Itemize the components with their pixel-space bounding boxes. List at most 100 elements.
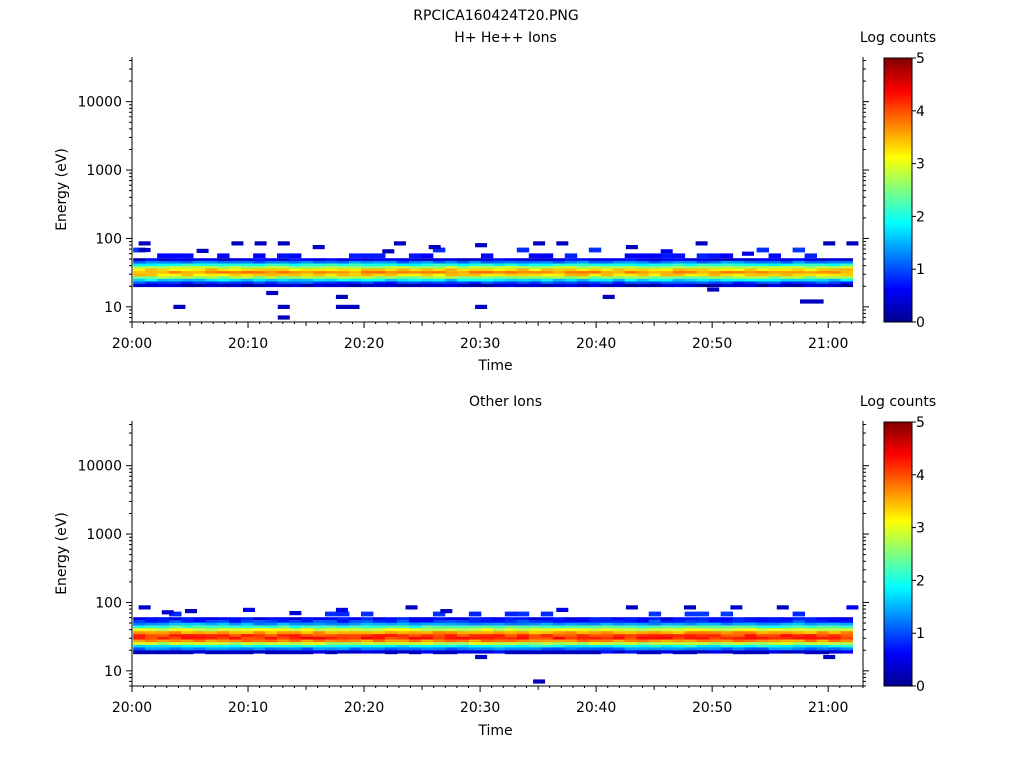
heatmap-cell <box>708 642 722 646</box>
heatmap-cell <box>229 617 242 621</box>
heatmap-cell <box>624 273 638 277</box>
heatmap-cell <box>396 260 410 264</box>
sparse-point <box>266 290 279 296</box>
heatmap-cell <box>241 651 254 655</box>
heatmap-cell <box>373 253 386 259</box>
heatmap-cell <box>588 276 602 280</box>
heatmap-cell <box>396 268 410 272</box>
heatmap-cell <box>313 625 326 629</box>
heatmap-cell <box>684 266 698 269</box>
heatmap-cell <box>552 628 566 632</box>
heatmap-cell <box>840 278 853 282</box>
colorbar-tick-label: 0 <box>916 315 925 331</box>
heatmap-cell <box>169 253 182 259</box>
heatmap-cell <box>504 258 518 262</box>
heatmap-cell <box>265 284 278 288</box>
heatmap-cell <box>265 276 278 280</box>
heatmap-cell <box>313 271 326 275</box>
heatmap-cell <box>169 263 182 267</box>
heatmap-cell <box>696 268 710 272</box>
sparse-point <box>684 605 696 610</box>
heatmap-cell <box>157 258 170 262</box>
heatmap-cell <box>732 263 746 267</box>
heatmap-cell <box>540 253 554 259</box>
heatmap-cell <box>456 276 470 280</box>
heatmap-cell <box>540 611 554 617</box>
heatmap-cell <box>193 260 206 264</box>
heatmap-cell <box>516 622 530 626</box>
heatmap-cell <box>301 266 314 269</box>
heatmap-cell <box>528 636 542 640</box>
heatmap-cell <box>624 647 638 651</box>
heatmap-cell <box>540 642 554 646</box>
heatmap-cell <box>217 631 230 635</box>
heatmap-cell <box>361 258 374 262</box>
heatmap-cell <box>528 622 542 626</box>
heatmap-cell <box>804 263 817 267</box>
heatmap-cell <box>492 639 506 643</box>
heatmap-cell <box>420 625 434 629</box>
heatmap-cell <box>792 631 805 635</box>
heatmap-cell <box>684 617 698 621</box>
heatmap-cell <box>444 625 458 629</box>
heatmap-cell <box>624 284 638 288</box>
heatmap-cell <box>420 260 434 264</box>
heatmap-cell <box>277 281 290 285</box>
heatmap-cell <box>756 260 769 264</box>
heatmap-cell <box>696 258 710 262</box>
heatmap-cell <box>504 266 518 269</box>
heatmap-cell <box>516 260 530 264</box>
heatmap-cell <box>756 639 769 643</box>
colorbar-tick-label: 3 <box>916 157 925 173</box>
heatmap-cell <box>552 281 566 285</box>
heatmap-cell <box>564 276 578 280</box>
heatmap-cell <box>672 628 686 632</box>
heatmap-cell <box>217 628 230 632</box>
heatmap-cell <box>384 651 398 655</box>
heatmap-cell <box>780 281 793 285</box>
heatmap-cell <box>660 284 674 288</box>
heatmap-cell <box>432 271 446 275</box>
heatmap-cell <box>384 278 398 282</box>
heatmap-cell <box>205 284 218 288</box>
y-tick-label: 10000 <box>77 95 122 111</box>
heatmap-cell <box>145 647 158 651</box>
heatmap-cell <box>552 258 566 262</box>
heatmap-cell <box>241 284 254 288</box>
heatmap-cell <box>349 650 362 654</box>
heatmap-cell <box>408 263 422 267</box>
heatmap-cell <box>468 650 482 654</box>
heatmap-cell <box>468 622 482 626</box>
heatmap-cell <box>444 620 458 624</box>
heatmap-cell <box>169 622 182 626</box>
heatmap-cell <box>277 644 290 648</box>
heatmap-cell <box>265 639 278 643</box>
heatmap-cell <box>396 622 410 626</box>
heatmap-cell <box>289 620 302 624</box>
heatmap-cell <box>600 278 614 282</box>
heatmap-cell <box>672 644 686 648</box>
heatmap-cell <box>181 617 194 623</box>
x-tick-label: 20:40 <box>576 700 616 716</box>
heatmap-cell <box>492 628 506 632</box>
heatmap-cell <box>396 647 410 651</box>
heatmap-cell <box>193 278 206 282</box>
heatmap-cell <box>648 651 662 655</box>
heatmap-cell <box>624 617 638 623</box>
heatmap-cell <box>552 284 566 288</box>
heatmap-cell <box>540 268 554 272</box>
heatmap-cell <box>265 620 278 624</box>
heatmap-cell <box>480 642 494 646</box>
heatmap-cell <box>732 631 746 635</box>
heatmap-cell <box>396 650 410 654</box>
heatmap-cell <box>181 276 194 280</box>
sparse-point <box>138 605 151 610</box>
heatmap-cell <box>780 266 793 269</box>
heatmap-cell <box>169 647 182 651</box>
heatmap-cell <box>337 278 350 282</box>
heatmap-cell <box>660 639 674 643</box>
heatmap-cell <box>552 260 566 264</box>
heatmap-cell <box>816 278 829 282</box>
heatmap-cell <box>516 271 530 275</box>
heatmap-cell <box>373 281 386 285</box>
